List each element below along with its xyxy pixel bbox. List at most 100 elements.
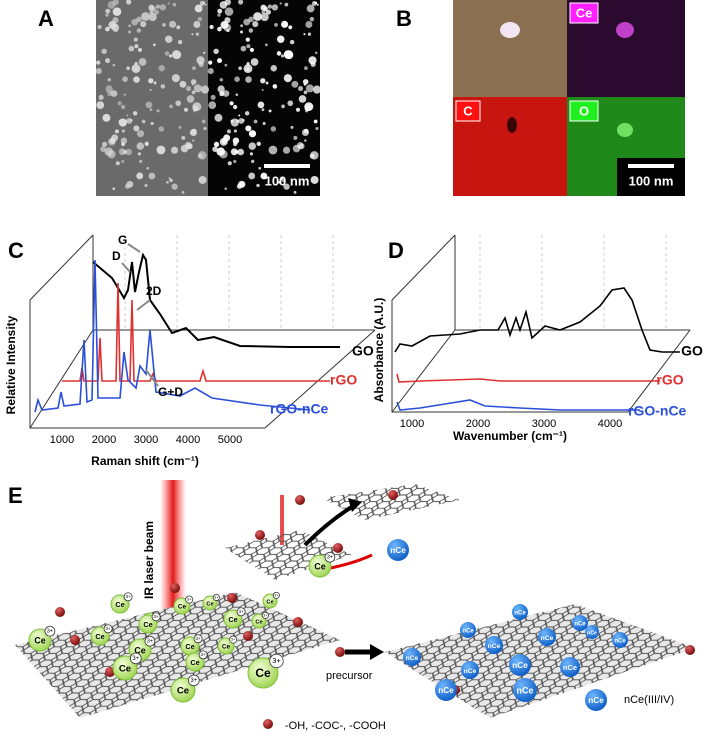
grain [203, 126, 207, 131]
grain [214, 113, 223, 122]
grain [248, 172, 256, 180]
grain [136, 28, 142, 33]
peak-label: D [112, 249, 121, 263]
grain [288, 25, 293, 30]
ion [110, 594, 130, 614]
series-label: rGO-nCe [628, 403, 687, 419]
grain [217, 85, 225, 93]
grain [298, 86, 304, 92]
grain [238, 0, 244, 5]
grain [213, 48, 219, 55]
grain [284, 2, 289, 7]
grain [310, 151, 319, 160]
grain [100, 146, 106, 152]
grain [234, 76, 240, 82]
series-label: rGO [656, 372, 683, 388]
grain [302, 79, 309, 85]
grain [304, 105, 311, 112]
grain [224, 187, 228, 191]
charge [212, 593, 220, 601]
grid [124, 235, 334, 330]
grain [136, 172, 144, 180]
grain [117, 101, 122, 106]
grain [258, 166, 262, 170]
grain [179, 80, 187, 88]
charge [130, 652, 142, 665]
grain [281, 20, 289, 28]
grain [212, 146, 218, 152]
series-label: GO [681, 343, 703, 359]
grain [169, 104, 173, 109]
grain [272, 84, 278, 89]
ion-symbol: Ce [134, 645, 145, 655]
grain [235, 93, 239, 96]
grain [133, 125, 140, 132]
ion [173, 597, 191, 615]
nanoparticle-label: nCe [563, 663, 577, 672]
grain [183, 107, 189, 112]
grain [257, 101, 265, 109]
grain [126, 118, 133, 124]
oxygen-group [335, 647, 345, 657]
grain [123, 93, 127, 96]
grain [121, 159, 125, 164]
grain [217, 8, 223, 14]
grain [152, 43, 156, 47]
grain [303, 33, 306, 36]
grain [111, 23, 120, 32]
ion [28, 628, 52, 652]
nanoparticle [538, 628, 556, 646]
oxygen-group [243, 631, 253, 641]
grain [166, 181, 169, 184]
grain [261, 10, 266, 14]
grain [265, 9, 271, 15]
channel-label: C [463, 103, 473, 118]
peak-label: G [118, 233, 127, 247]
grain [148, 172, 156, 180]
nanoparticle-label: nCe [390, 546, 406, 555]
panel-label: A [38, 6, 54, 31]
grain [301, 128, 309, 137]
grain [210, 94, 216, 100]
grain [264, 43, 268, 47]
grain [192, 66, 196, 71]
grain [240, 24, 244, 28]
grain [308, 56, 317, 65]
grain [118, 148, 126, 156]
grain [280, 54, 285, 58]
charge [193, 634, 203, 644]
grain [217, 13, 221, 17]
grain [291, 80, 299, 88]
grain [121, 129, 125, 133]
ion-charge: 3+ [239, 609, 245, 614]
grain [140, 21, 147, 28]
grain [248, 28, 254, 33]
grain [171, 50, 181, 59]
grain [201, 119, 206, 124]
x-axis-label: Raman shift (cm⁻¹) [91, 454, 199, 468]
grain [112, 7, 122, 16]
grain [122, 76, 128, 82]
grain [131, 64, 141, 74]
grain [132, 111, 138, 116]
legend-marker [263, 719, 273, 729]
ion [247, 657, 279, 689]
grain [261, 108, 265, 112]
charge [261, 611, 269, 619]
charge [236, 607, 246, 617]
grain [96, 60, 101, 65]
grain [112, 187, 116, 191]
grain [315, 51, 318, 55]
grain [148, 13, 157, 22]
grain [191, 83, 195, 86]
beam-label: IR laser beam [142, 521, 156, 599]
grain [222, 90, 230, 97]
charge [272, 591, 280, 599]
grain [112, 63, 116, 67]
y-axis-label: Absorbance (A.U.) [372, 298, 386, 403]
grain [271, 4, 279, 11]
nanoparticle [513, 678, 537, 702]
grain [158, 65, 165, 72]
nanoparticle-label: nCe [541, 635, 554, 642]
grain [155, 4, 161, 9]
